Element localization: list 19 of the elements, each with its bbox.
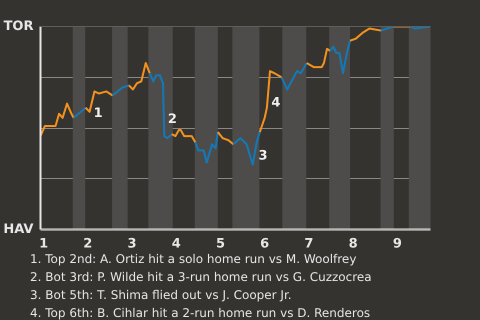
x-tick-label: 3	[128, 236, 137, 252]
x-tick-label: 5	[216, 236, 225, 252]
x-tick-label: 8	[348, 236, 358, 252]
text: 1. Top 2nd: A. Ortiz hit a solo home run vs M. Woolfrey	[30, 252, 356, 266]
annotation: 3	[258, 148, 268, 164]
x-tick-label: 1	[39, 236, 48, 252]
x-tick-label: 9	[392, 236, 402, 252]
x-tick-label: 6	[260, 236, 270, 252]
x-tick-label: 2	[83, 236, 92, 252]
annotation: 2	[168, 112, 177, 127]
annotation: 1	[94, 106, 103, 121]
text: 3. Bot 5th: T. Shima flied out vs J. Cooper Jr.	[30, 288, 292, 302]
annotation: 4	[271, 96, 280, 111]
x-tick-label: 4	[172, 236, 181, 252]
text: 2. Bot 3rd: P. Wilde hit a 3-run home run vs G. Cuzzocrea	[30, 270, 372, 284]
ref-line-label: TOR	[4, 19, 34, 34]
ref-line-label: HAV	[3, 222, 34, 237]
text: 4. Top 6th: B. Cihlar hit a 2-run home run vs D. Renderos	[30, 306, 370, 320]
x-tick-label: 7	[304, 236, 314, 252]
